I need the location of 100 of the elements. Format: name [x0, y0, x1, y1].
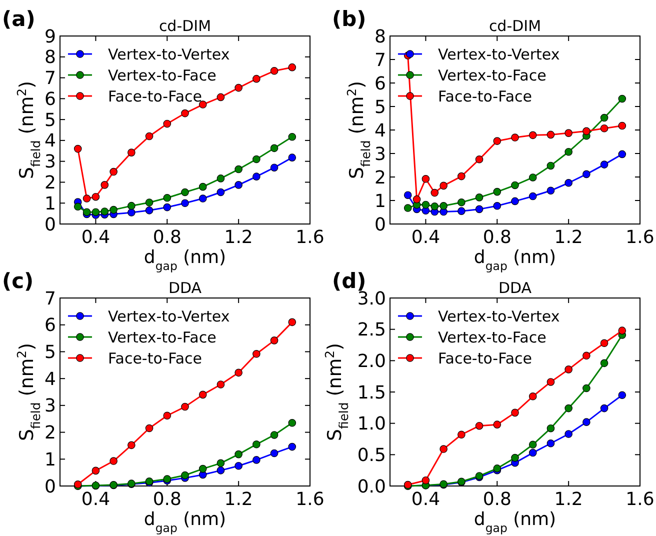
point: [440, 202, 448, 210]
legend-label: Vertex-to-Face: [108, 66, 216, 84]
x-tick-label: 0.8: [152, 227, 182, 248]
y-tick-label: 2: [374, 167, 386, 188]
point: [582, 418, 590, 426]
y-tick-label: 1: [44, 449, 56, 470]
legend-label: Face-to-Face: [108, 87, 202, 106]
point: [600, 404, 608, 412]
point: [528, 131, 537, 140]
point: [458, 207, 466, 215]
y-tick-label: 0: [44, 476, 56, 498]
y-tick-label: 3: [44, 152, 56, 173]
point: [475, 422, 484, 430]
point: [234, 181, 242, 189]
x-tick-label: 1.6: [296, 227, 324, 248]
point: [198, 464, 207, 473]
y-tick-label: 2: [44, 422, 56, 444]
point: [252, 74, 260, 83]
point: [493, 420, 502, 428]
point: [82, 208, 91, 216]
y-tick-label: 5: [44, 110, 56, 131]
point: [74, 144, 82, 153]
x-tick-label: 0.4: [81, 489, 110, 510]
point: [216, 459, 225, 468]
point: [234, 462, 242, 470]
point: [198, 390, 207, 399]
point: [422, 476, 430, 484]
y-tick-label: 1.0: [357, 414, 386, 435]
point: [546, 424, 555, 432]
point: [412, 195, 421, 204]
point: [252, 350, 260, 358]
point: [511, 197, 519, 206]
legend-label: Vertex-to-Vertex: [438, 45, 560, 64]
point: [163, 194, 172, 202]
point: [82, 194, 91, 202]
x-tick-label: 1.2: [224, 227, 253, 248]
chart-title: DDA: [168, 279, 202, 297]
x-axis-title: d$_{gap}$ (nm): [144, 247, 226, 273]
legend-label: Vertex-to-Vertex: [108, 307, 230, 326]
chart-title: cd-DIM: [158, 17, 212, 35]
point: [475, 194, 484, 202]
x-axis-title: d$_{gap}$ (nm): [144, 509, 226, 535]
x-tick-label: 1.6: [296, 489, 324, 510]
y-tick-label: 5: [44, 342, 56, 364]
legend-label: Face-to-Face: [438, 349, 532, 368]
y-tick-label: 6: [374, 73, 386, 94]
x-tick-label: 1.2: [224, 489, 253, 510]
point: [564, 129, 572, 137]
point: [270, 164, 278, 172]
y-tick-label: 4: [44, 368, 56, 390]
point: [422, 200, 430, 209]
point: [288, 154, 296, 162]
point: [128, 148, 136, 156]
chart-title: DDA: [498, 279, 532, 297]
x-tick-label: 0.4: [411, 489, 440, 510]
point: [600, 359, 608, 368]
point: [564, 404, 572, 412]
point: [546, 130, 555, 139]
point: [163, 412, 172, 420]
point: [546, 186, 555, 195]
y-tick-label: 9: [44, 26, 56, 48]
y-tick-label: 0: [374, 214, 386, 236]
y-tick-label: 7: [44, 288, 56, 310]
point: [564, 148, 572, 156]
point: [600, 339, 608, 348]
y-tick-label: 7: [374, 50, 386, 71]
point: [493, 188, 502, 196]
x-tick-label: 1.2: [554, 489, 583, 510]
point: [511, 454, 519, 462]
y-tick-label: 8: [44, 47, 56, 68]
point: [216, 174, 225, 182]
legend-label: Face-to-Face: [108, 349, 202, 368]
point: [600, 160, 608, 168]
y-tick-label: 2.0: [357, 350, 386, 372]
x-tick-label: 0.8: [482, 489, 512, 510]
chart-title: cd-DIM: [488, 17, 542, 35]
point: [181, 188, 189, 196]
point: [564, 178, 572, 187]
point: [458, 172, 466, 180]
text: (a): [2, 7, 36, 31]
point: [181, 402, 189, 411]
point: [145, 198, 154, 206]
point: [216, 93, 225, 102]
point: [198, 182, 207, 191]
point: [92, 466, 100, 475]
y-tick-label: 8: [374, 26, 386, 48]
point: [270, 431, 278, 439]
point: [234, 84, 242, 92]
point: [252, 155, 260, 164]
point: [618, 326, 626, 334]
text: (c): [2, 269, 34, 293]
point: [511, 408, 519, 417]
point: [440, 182, 448, 190]
x-tick-label: 0.4: [81, 227, 110, 248]
point: [564, 430, 572, 438]
point: [582, 127, 590, 136]
point: [74, 202, 82, 211]
y-tick-label: 4: [44, 130, 56, 152]
point: [582, 170, 590, 178]
point: [234, 368, 242, 377]
